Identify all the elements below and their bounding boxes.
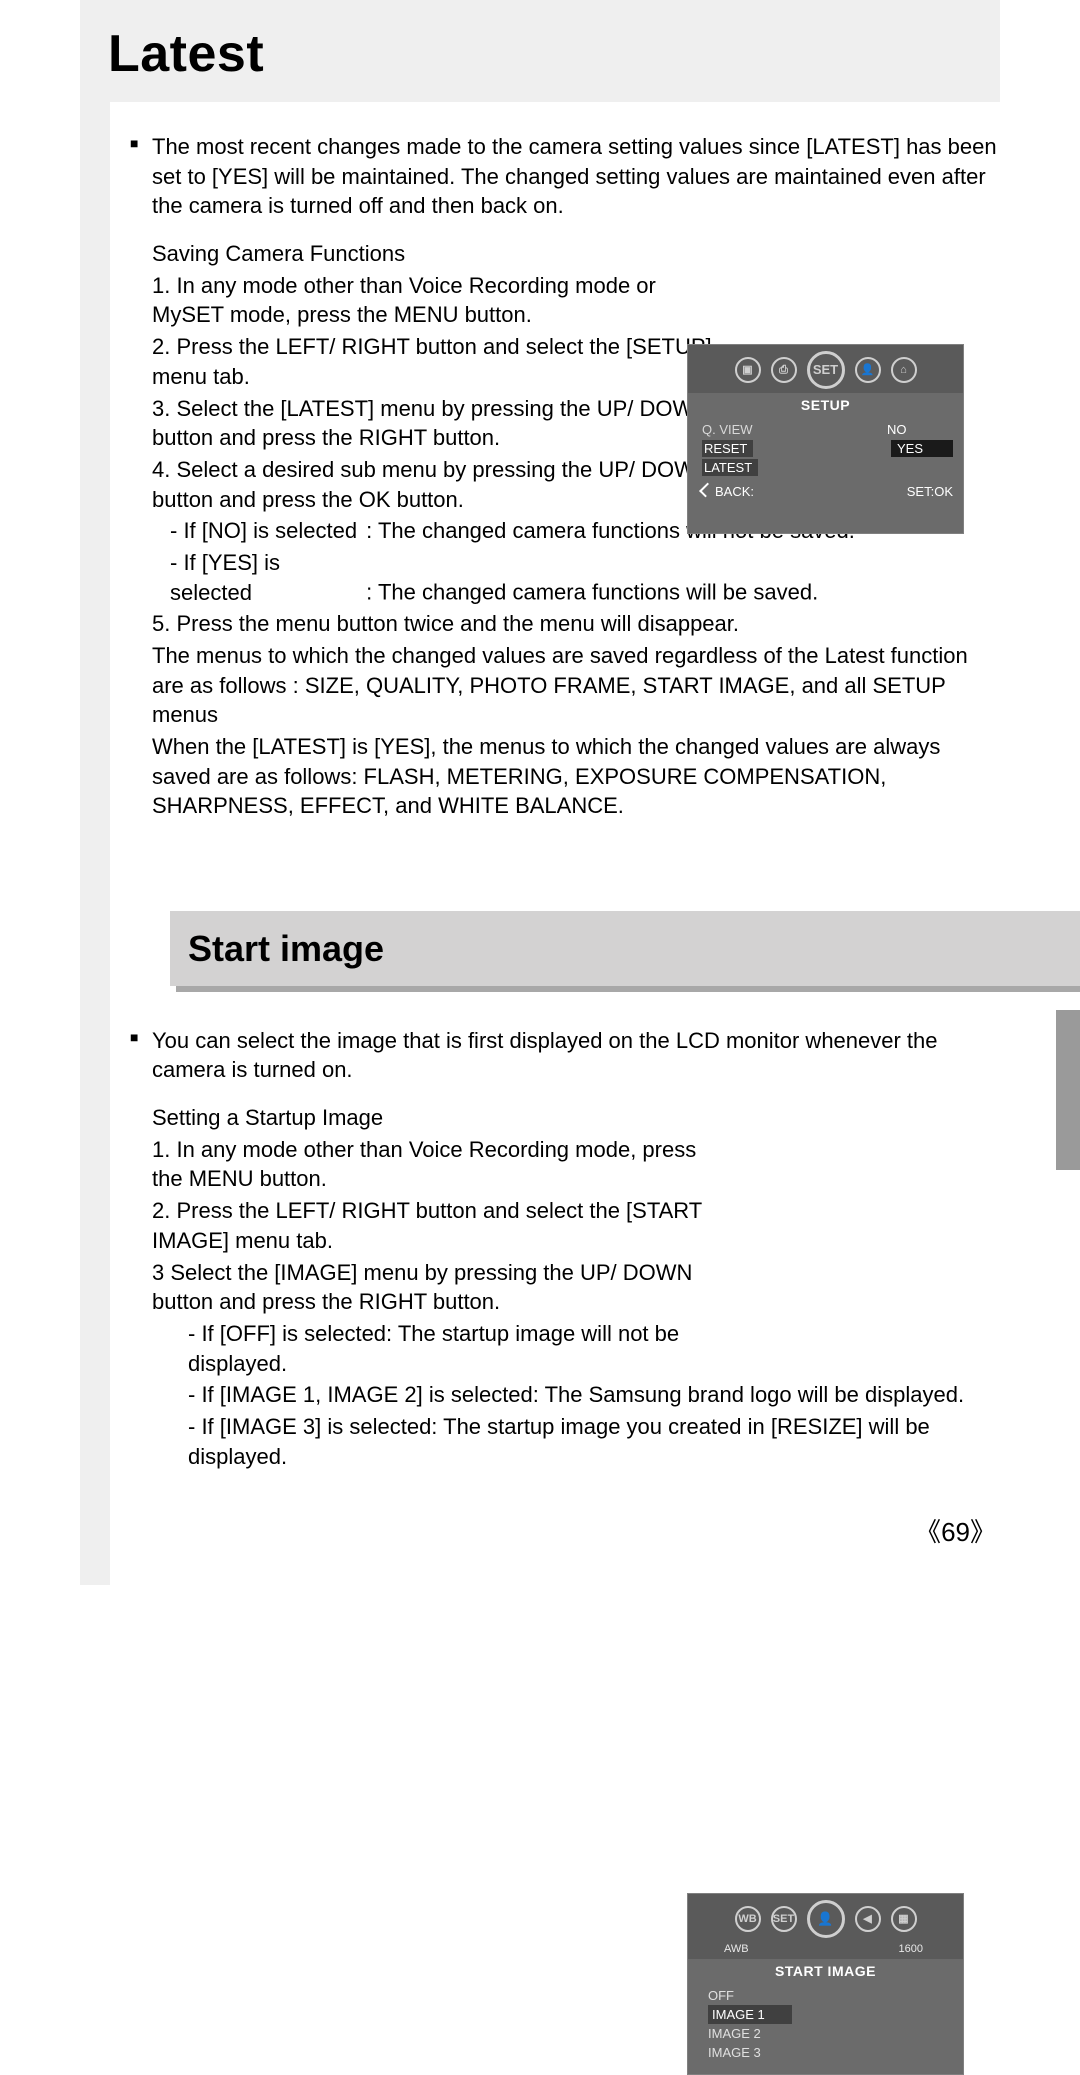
lcd-option-list: OFF IMAGE 1 IMAGE 2 IMAGE 3 bbox=[688, 1984, 963, 2066]
lcd-row-qview: Q. VIEW NO bbox=[702, 420, 953, 439]
sound-icon: ◀ bbox=[855, 1906, 881, 1932]
lcd-value: YES bbox=[897, 441, 923, 456]
wb-icon: WB bbox=[735, 1906, 761, 1932]
right-tab bbox=[1056, 1010, 1080, 1170]
section1-para2: The menus to which the changed values ar… bbox=[130, 641, 1000, 730]
lcd-row-reset: RESET YES bbox=[702, 439, 953, 458]
section2-intro: You can select the image that is first d… bbox=[130, 1026, 1000, 1085]
section1-title: Latest bbox=[108, 24, 1000, 84]
home-icon: ⌂ bbox=[891, 357, 917, 383]
ifyes-label: - If [YES] is selected bbox=[170, 548, 360, 607]
back-arrow-icon bbox=[699, 483, 714, 498]
section1-step3: 3. Select the [LATEST] menu by pressing … bbox=[130, 394, 712, 453]
section1-step1: 1. In any mode other than Voice Recordin… bbox=[130, 271, 712, 330]
left-bracket-icon: 《 bbox=[915, 1518, 941, 1547]
lcd-caption: START IMAGE bbox=[688, 1959, 963, 1984]
lcd-opt-image1: IMAGE 1 bbox=[708, 2005, 792, 2024]
lcd-icon-row: WB SET 👤 ◀ ▦ bbox=[688, 1894, 963, 1942]
section1-step2: 2. Press the LEFT/ RIGHT button and sele… bbox=[130, 332, 712, 391]
section2-ifimg12: - If [IMAGE 1, IMAGE 2] is selected: The… bbox=[130, 1380, 1000, 1410]
section2-step3: 3 Select the [IMAGE] menu by pressing th… bbox=[130, 1258, 712, 1317]
section1-step5: 5. Press the menu button twice and the m… bbox=[130, 609, 1000, 639]
camera-icon: ▣ bbox=[735, 357, 761, 383]
section1-para3: When the [LATEST] is [YES], the menus to… bbox=[130, 732, 1000, 821]
lcd-icon-row: ▣ ⎙ SET 👤 ⌂ bbox=[688, 345, 963, 393]
set-icon: SET bbox=[771, 1906, 797, 1932]
section2-step2: 2. Press the LEFT/ RIGHT button and sele… bbox=[130, 1196, 712, 1255]
lcd-menu-list: Q. VIEW NO RESET YES LATEST bbox=[688, 418, 963, 481]
lcd-setok-text: SET:OK bbox=[907, 483, 953, 501]
section2-step1: 1. In any mode other than Voice Recordin… bbox=[130, 1135, 712, 1194]
lcd-row-latest: LATEST bbox=[702, 458, 953, 477]
section2-ifoff: - If [OFF] is selected: The startup imag… bbox=[130, 1319, 688, 1378]
section2-subhead: Setting a Startup Image bbox=[130, 1103, 1000, 1133]
section1-ifyes: - If [YES] is selected : The changed cam… bbox=[130, 548, 1000, 607]
print-icon: ⎙ bbox=[771, 357, 797, 383]
lcd-footer: BACK: SET:OK bbox=[688, 481, 963, 505]
section1-body: The most recent changes made to the came… bbox=[80, 102, 1000, 1471]
section1-title-bar: Latest bbox=[80, 0, 1000, 102]
ifyes-text: : The changed camera functions will be s… bbox=[366, 580, 818, 605]
page-number-value: 69 bbox=[941, 1517, 970, 1547]
lcd-value: NO bbox=[887, 421, 953, 439]
lcd-label: Q. VIEW bbox=[702, 421, 753, 439]
section1-subhead: Saving Camera Functions bbox=[130, 239, 1000, 269]
lcd-opt-off: OFF bbox=[708, 1986, 953, 2005]
person-icon: 👤 bbox=[855, 357, 881, 383]
lcd-caption: SETUP bbox=[688, 393, 963, 418]
section2-title-bar: Start image bbox=[170, 911, 1080, 986]
lcd-setup-screenshot: ▣ ⎙ SET 👤 ⌂ SETUP Q. VIEW NO RESET YES LAT… bbox=[687, 344, 964, 534]
section2-ifimg3: - If [IMAGE 3] is selected: The startup … bbox=[130, 1412, 1000, 1471]
person-icon: 👤 bbox=[807, 1900, 845, 1938]
ifno-label: - If [NO] is selected bbox=[170, 516, 360, 546]
lcd-back-label: BACK: bbox=[702, 483, 754, 501]
lcd-startimage-screenshot: WB SET 👤 ◀ ▦ AWB 1600 START IMAGE OFF IM… bbox=[687, 1893, 964, 2075]
lcd-sublabel-row: AWB 1600 bbox=[688, 1942, 963, 1959]
lcd-back-text: BACK: bbox=[715, 484, 754, 499]
lcd-1600-label: 1600 bbox=[899, 1942, 923, 1957]
lcd-opt-image2: IMAGE 2 bbox=[708, 2024, 953, 2043]
lcd-label: RESET bbox=[702, 440, 753, 458]
right-bracket-icon: 》 bbox=[970, 1518, 996, 1547]
set-icon: SET bbox=[807, 351, 845, 389]
page-number: 《69》 bbox=[915, 1512, 996, 1549]
lcd-opt-image3: IMAGE 3 bbox=[708, 2043, 953, 2062]
section2-title: Start image bbox=[188, 925, 1080, 974]
lcd-awb-label: AWB bbox=[724, 1942, 749, 1957]
section1-intro: The most recent changes made to the came… bbox=[130, 132, 1000, 221]
manual-page: Latest The most recent changes made to t… bbox=[0, 0, 1080, 1585]
section1-step4: 4. Select a desired sub menu by pressing… bbox=[130, 455, 712, 514]
lcd-label: LATEST bbox=[702, 459, 758, 477]
grid-icon: ▦ bbox=[891, 1906, 917, 1932]
